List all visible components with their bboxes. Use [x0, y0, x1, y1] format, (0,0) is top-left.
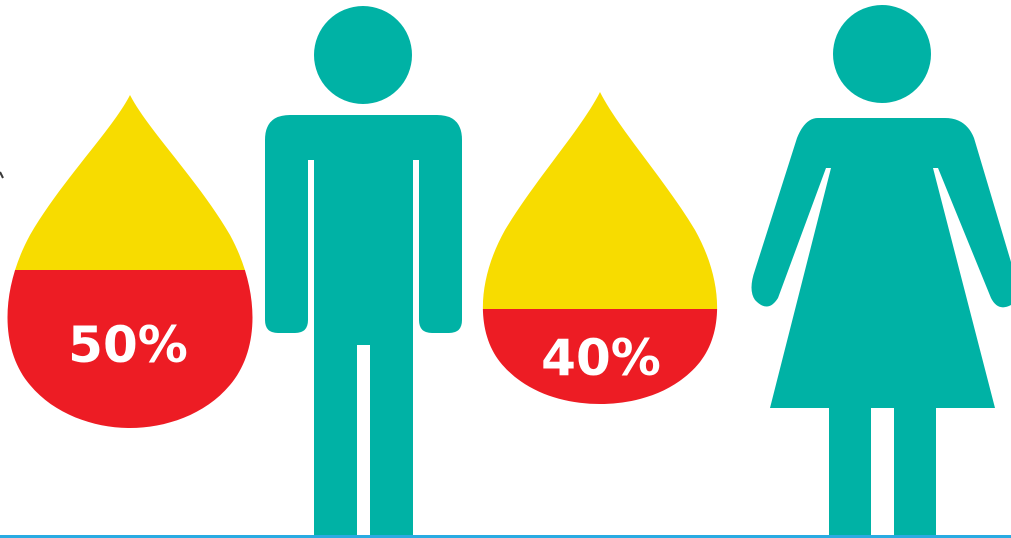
drop-top — [482, 92, 718, 310]
edge-mark — [0, 171, 4, 179]
percentage-label: 40% — [541, 329, 661, 387]
man-icon — [265, 6, 462, 538]
bottom-accent-line — [0, 535, 1011, 538]
percentage-label: 50% — [68, 316, 188, 374]
drop-top — [7, 95, 253, 270]
drop-fill — [7, 270, 253, 428]
blood-drop-female: 40% — [482, 92, 718, 404]
woman-icon — [751, 5, 1011, 538]
blood-drop-male: 50% — [7, 95, 253, 428]
